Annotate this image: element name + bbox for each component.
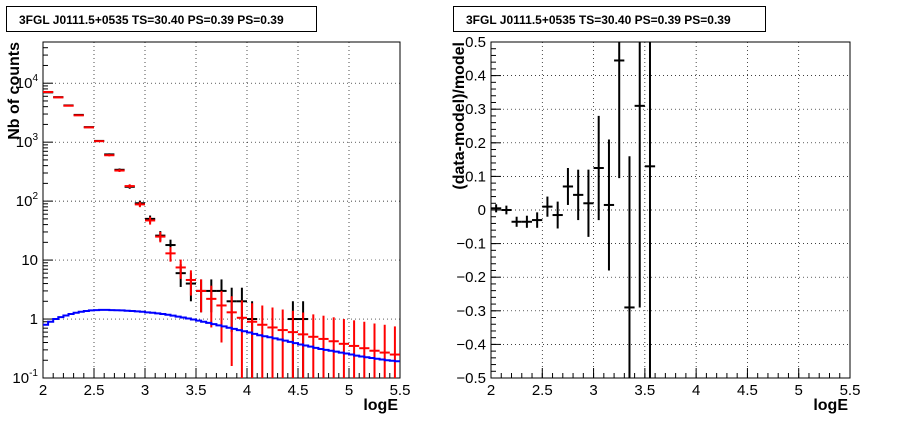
model-point [328,317,339,378]
model-point [236,300,247,378]
model-point [349,320,360,378]
x-axis-title: logE [363,397,398,414]
model-point [267,307,278,378]
model-point [155,231,166,243]
model-point [379,324,390,378]
model-point [165,247,176,262]
model-point [389,326,400,378]
x-tick-label: 5.5 [390,382,411,399]
x-tick-label: 2 [487,382,495,399]
model-point [247,303,258,378]
model-step-line [43,308,400,363]
data-point [614,42,625,179]
x-tick-label: 3.5 [186,382,207,399]
model-point [175,259,186,279]
model-point [369,323,380,378]
model-point [257,305,268,378]
plot-frame [490,41,851,379]
data-layer [491,42,656,378]
y-tick-label: 0 [478,202,486,219]
spectrum-panel: 2 2.5 3 3.5 4 4.5 5 5.5 10-1 1 10 102 103 104 logE Nb o… [6,41,411,414]
residual-title: 3FGL J0111.5+0535 TS=30.40 PS=0.39 PS=0.… [453,6,766,32]
y-tick-label: −0.5 [456,370,486,387]
model-point [277,309,288,378]
y-tick-label: 0.3 [465,101,486,118]
residual-panel: 2 2.5 3 3.5 4 4.5 5 5.5 −0.5 −0.4 −0.3 −0.2 −0.1 0 0.1… [451,34,860,414]
x-tick-label: 4.5 [737,382,758,399]
data-point [501,205,512,215]
y-tick-label: 102 [16,191,39,210]
data-point [573,169,584,221]
data-point [562,168,574,205]
model-point [359,321,370,378]
y-axis-title: Nb of counts [6,42,23,140]
x-tick-label: 2.5 [532,382,553,399]
model-point [318,315,329,378]
data-point [603,139,615,271]
data-point [491,204,502,213]
data-point [593,115,604,221]
y-tick-label: 10 [21,252,38,269]
x-axis-title: logE [813,397,848,414]
model-point [185,270,196,296]
data-layer [43,90,400,378]
data-point [532,212,543,228]
x-tick-label: 5 [795,382,803,399]
data-point [634,42,645,308]
x-tick-label: 3 [141,382,149,399]
y-tick-label: 0.1 [465,168,486,185]
spectrum-title: 3FGL J0111.5+0535 TS=30.40 PS=0.39 PS=0.… [6,6,317,32]
data-point [511,216,522,227]
x-tick-label: 4.5 [288,382,309,399]
data-point [542,196,553,217]
model-point [94,140,105,143]
data-point [583,169,594,237]
x-tick-label: 5 [345,382,353,399]
model-point [83,126,94,129]
y-tick-label: 104 [16,73,39,92]
y-tick-label: 1 [30,311,38,328]
data-point [624,156,635,378]
y-tick-label: −0.3 [456,303,486,320]
model-point [43,90,54,93]
model-point [226,296,237,366]
data-point [644,42,656,378]
y-tick-label: −0.4 [456,336,486,353]
data-point [552,201,563,229]
y-tick-label: 0.4 [465,68,486,85]
y-tick-label: 0.5 [465,34,486,51]
model-point [145,216,156,225]
model-point [53,96,64,99]
model-point [196,279,207,313]
y-axis-title: (data-model)/model [451,42,468,190]
model-point [73,114,84,117]
model-point [124,184,135,188]
x-tick-label: 2 [39,382,47,399]
y-tick-label: −0.2 [456,269,486,286]
x-tick-label: 3.5 [634,382,655,399]
model-point [206,285,217,328]
x-tick-label: 4 [692,382,700,399]
model-point [134,201,145,208]
model-point [104,154,115,157]
data-point [521,215,533,228]
y-tick-label: −0.1 [456,236,486,253]
x-tick-label: 4 [243,382,251,399]
x-tick-label: 5.5 [840,382,861,399]
model-point [216,290,227,343]
model-point [114,169,125,172]
model-point [63,104,74,107]
model-point [338,319,349,378]
x-tick-label: 2.5 [84,382,105,399]
y-tick-label: 0.2 [465,135,486,152]
y-tick-label: 103 [16,132,39,151]
model-point [287,310,298,378]
y-tick-label: 10-1 [12,368,38,387]
x-tick-label: 3 [589,382,597,399]
